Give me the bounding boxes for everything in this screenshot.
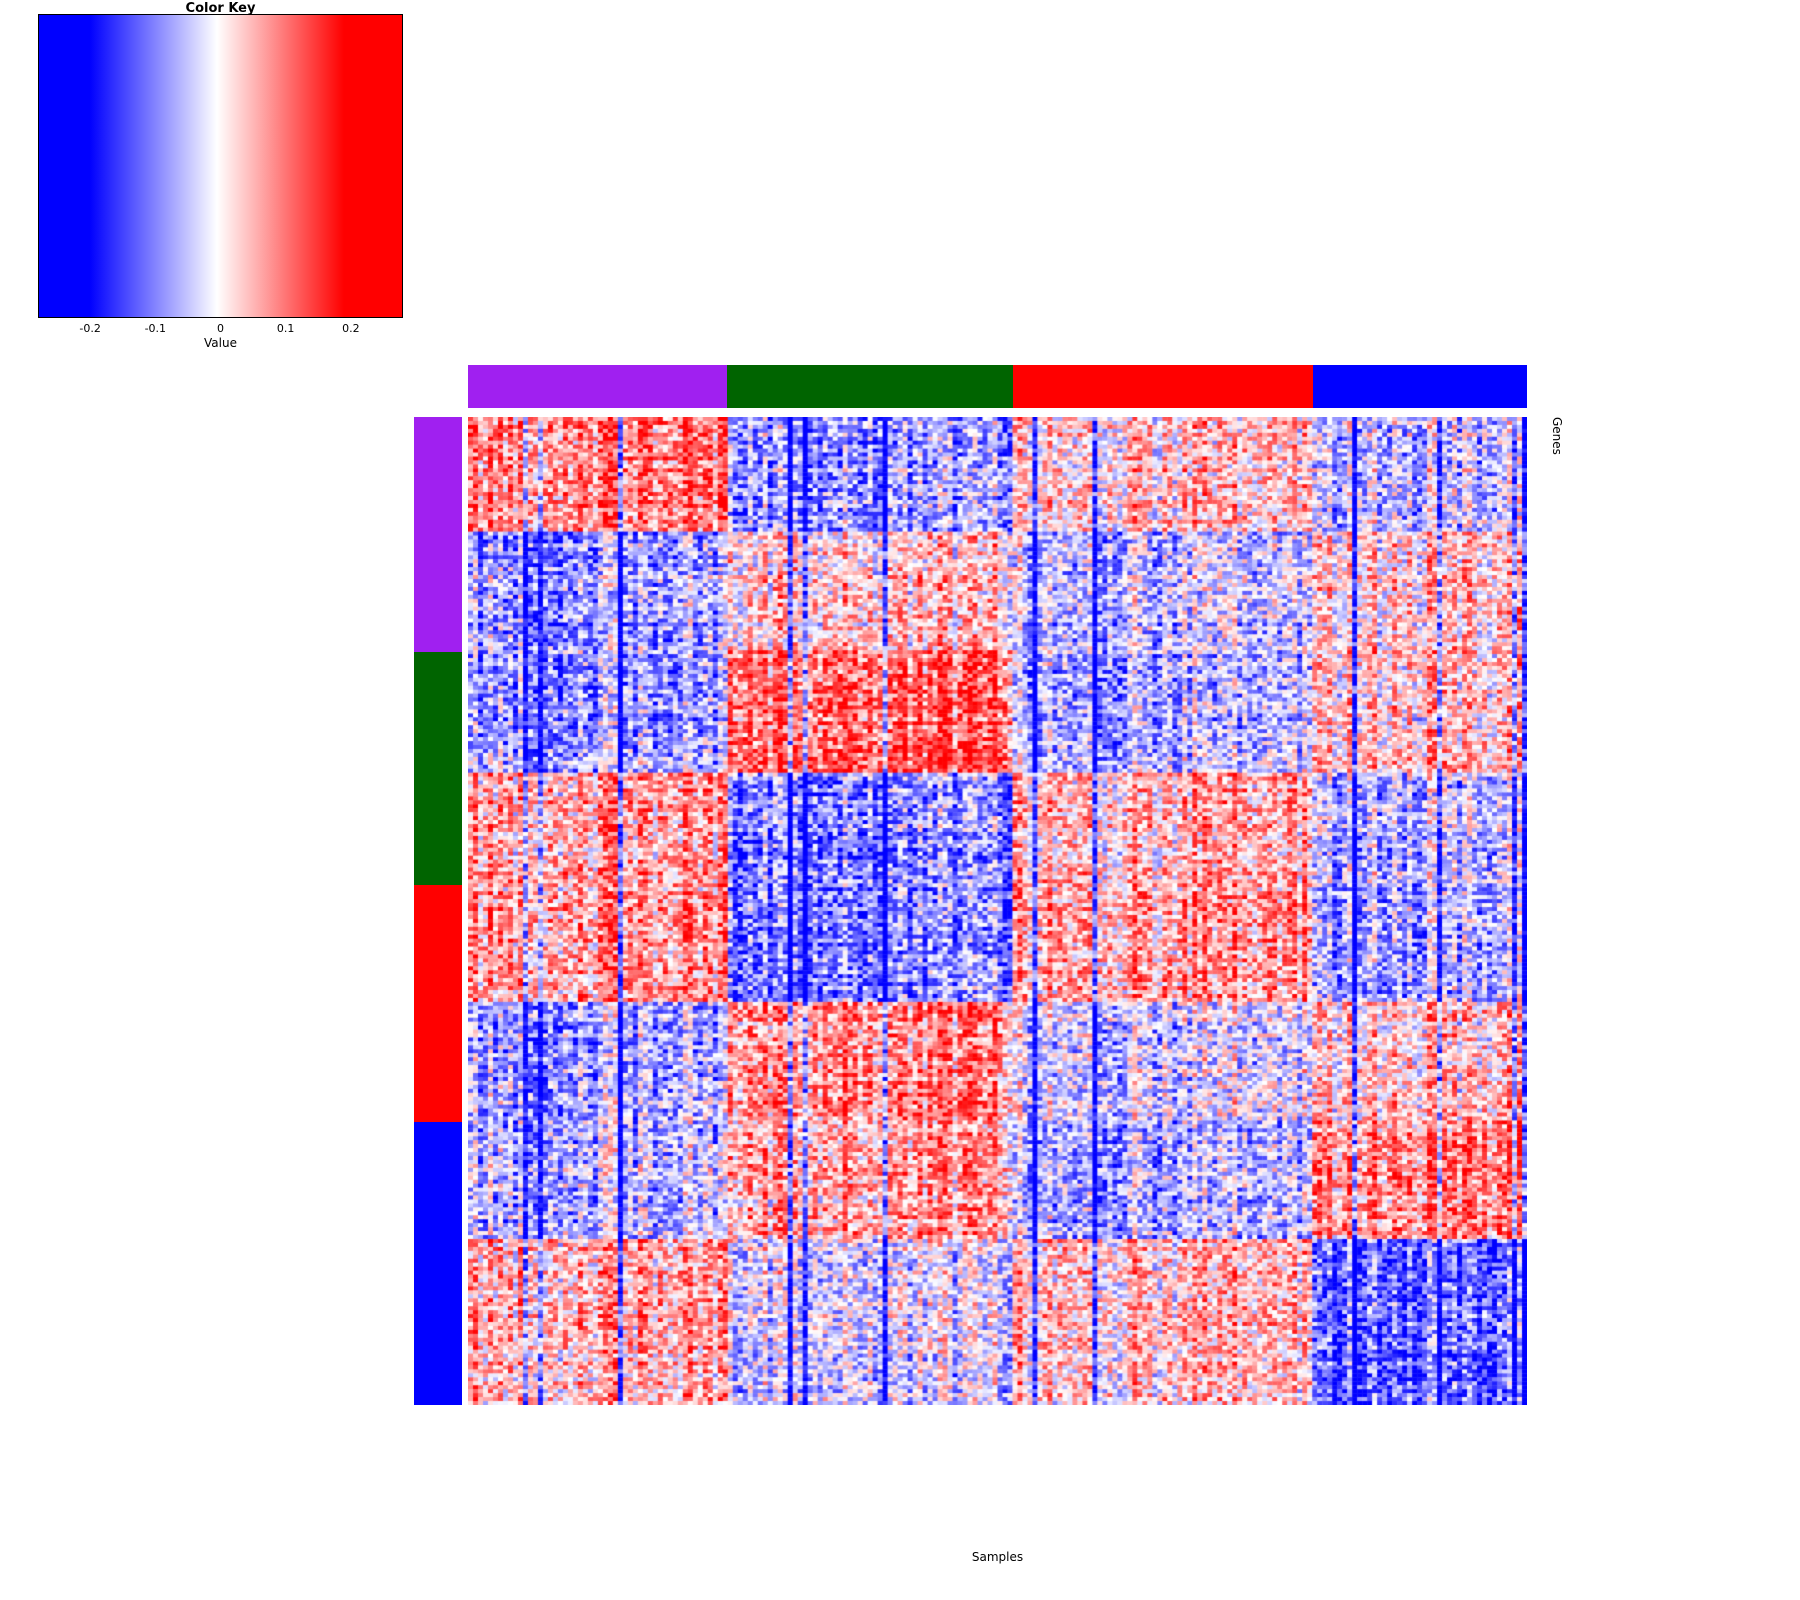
column-group-blue: [1313, 365, 1527, 408]
color-key-ticks: -0.2 -0.1 0 0.1 0.2: [38, 322, 403, 335]
color-key-tick-label: 0.2: [342, 322, 360, 335]
column-group-purple: [468, 365, 728, 408]
row-group-purple: [414, 417, 462, 653]
color-key-tick-label: -0.1: [144, 322, 167, 335]
y-axis-label: Genes: [1550, 417, 1564, 455]
row-group-blue: [414, 1122, 462, 1405]
column-group-red: [1013, 365, 1314, 408]
color-key-tick-label: 0: [217, 322, 224, 335]
row-side-colors: [414, 417, 462, 1405]
color-key-title: Color Key: [185, 1, 256, 16]
heatmap-matrix: [468, 417, 1527, 1405]
column-group-darkgreen: [727, 365, 1014, 408]
row-group-red: [414, 885, 462, 1123]
color-key-axis-label: Value: [204, 336, 237, 350]
color-key-gradient: [38, 14, 403, 318]
x-axis-label: Samples: [971, 1550, 1024, 1564]
row-group-darkgreen: [414, 652, 462, 886]
column-side-colors: [468, 365, 1527, 408]
color-key-tick-label: 0.1: [276, 322, 295, 335]
color-key-tick-label: -0.2: [79, 322, 101, 335]
